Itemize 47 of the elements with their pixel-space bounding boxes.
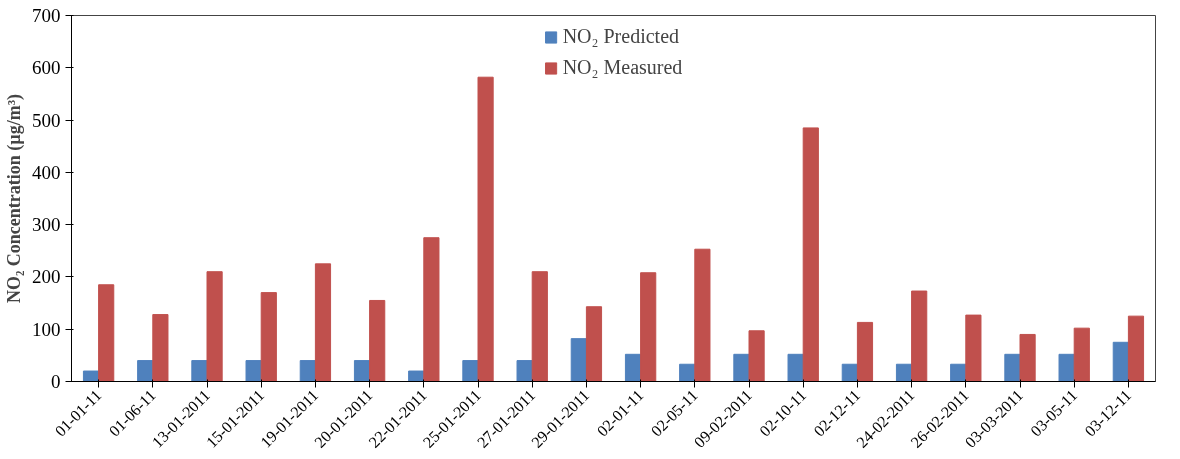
y-tick-label: 400 [32,161,61,183]
bar [191,360,208,382]
bar [570,338,587,382]
bar [462,360,479,382]
y-axis-title: NO₂ Concentration (µg/m³) [4,93,25,304]
y-tick-label: 700 [32,5,61,26]
bar [911,290,928,382]
bar [98,284,115,382]
bar [787,353,804,382]
bar [299,360,316,382]
bar [1112,341,1129,382]
bar [531,271,548,382]
bar [748,330,765,382]
bar [516,360,533,382]
bar [624,353,642,382]
bar [694,248,711,382]
y-tick-label: 0 [51,371,61,392]
bar [802,127,819,382]
bar [137,360,154,382]
bar [856,321,874,382]
bar [245,360,262,382]
y-tick-label: 100 [32,318,61,340]
bar [965,314,982,382]
bar [206,271,223,382]
y-tick-label: 300 [32,214,61,236]
bar [1073,327,1090,382]
bar [353,360,371,382]
bar [423,237,440,382]
legend-label: NO₂ Predicted [562,25,680,48]
bar [477,76,494,382]
bar [1004,353,1021,382]
bar [585,306,603,382]
bar [1019,333,1036,382]
bar [408,370,425,382]
y-tick-label: 200 [32,266,61,288]
bar [1127,315,1145,382]
bar [314,263,332,382]
bar [82,370,100,382]
bar [152,314,169,382]
bar [369,299,386,382]
bar [733,353,750,382]
bar [640,272,657,382]
y-tick-label: 600 [32,57,61,79]
bar [1058,353,1075,382]
legend-label: NO₂ Measured [562,56,683,79]
bar [260,292,277,382]
y-tick-label: 500 [32,109,61,131]
